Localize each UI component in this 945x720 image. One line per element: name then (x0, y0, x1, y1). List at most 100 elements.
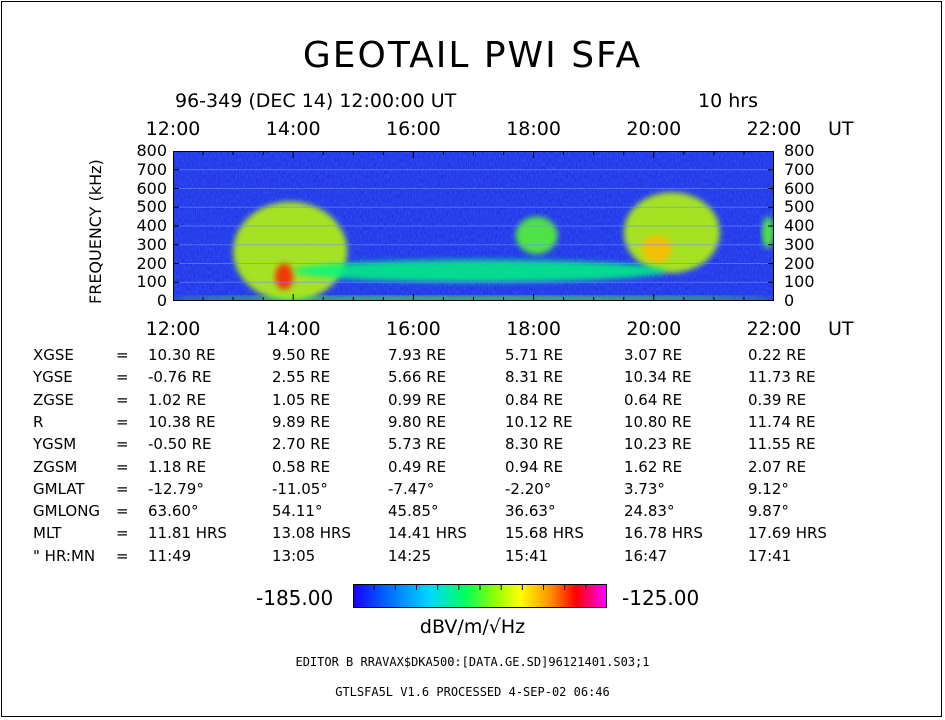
orbit-value: 10.34 RE (624, 368, 692, 387)
orbit-value: 11.74 RE (748, 412, 816, 431)
frequency-tick-label-left: 200 (136, 253, 167, 273)
frequency-tick-label-right: 0 (784, 291, 795, 310)
orbit-value: 7.93 RE (388, 346, 447, 364)
spectrogram-plot (173, 151, 774, 301)
frequency-tick-label-right: 800 (784, 141, 815, 160)
top-time-tick: 22:00 (746, 118, 802, 140)
orbit-value: 10.12 RE (505, 412, 573, 431)
spectrogram-border (173, 151, 774, 301)
chart-title: GEOTAIL PWI SFA (302, 35, 643, 76)
editor-info: EDITOR B RRAVAX$DKA500:[DATA.GE.SD]96121… (295, 655, 650, 669)
orbit-value: 63.60° (148, 502, 199, 521)
orbit-value: 8.31 RE (505, 368, 564, 387)
orbit-row-label: ZGSE (33, 390, 74, 409)
spectrogram-frequency-lines (173, 169, 774, 283)
bottom-time-tick: 22:00 (746, 318, 802, 340)
frequency-tick-label-right: 600 (784, 178, 815, 198)
frequency-tick-label-right: 100 (784, 272, 815, 292)
orbit-row-label: ZGSM (33, 457, 78, 476)
orbit-value: 9.80 RE (388, 412, 447, 431)
orbit-value: 5.71 RE (505, 346, 564, 364)
orbit-value: 9.89 RE (272, 412, 331, 431)
frequency-tick-label-left: 400 (136, 216, 167, 235)
orbit-row-label: YGSE (33, 368, 73, 387)
orbit-value: 3.73° (624, 479, 665, 498)
orbit-value: 0.58 RE (272, 457, 331, 476)
orbit-row-equals: = (116, 368, 129, 387)
orbit-row-equals: = (116, 346, 129, 364)
orbit-row-equals: = (116, 390, 129, 409)
orbit-row-equals: = (116, 479, 129, 498)
frequency-tick-label-right: 300 (784, 234, 815, 254)
orbit-value: 24.83° (624, 502, 675, 521)
top-time-tick: 18:00 (506, 118, 561, 140)
frequency-tick-label-left: 300 (136, 234, 167, 254)
orbit-value: 2.55 RE (272, 368, 331, 387)
spectral-feature (515, 216, 558, 255)
bottom-time-tick: 16:00 (386, 318, 441, 340)
orbit-value: 2.70 RE (272, 435, 331, 454)
orbit-row-label: MLT (33, 524, 62, 543)
orbit-value: 1.62 RE (624, 457, 683, 476)
orbit-value: 11.55 RE (748, 435, 816, 454)
bottom-ut-label: UT (828, 318, 854, 340)
orbit-row-label: " HR:MN (33, 546, 96, 565)
frequency-axis-label: FREQUENCY (kHz) (86, 159, 105, 304)
spectral-feature (293, 259, 666, 283)
frequency-tick-label-left: 800 (136, 141, 167, 160)
spectral-feature (623, 192, 720, 273)
orbit-value: 0.64 RE (624, 390, 683, 409)
orbit-value: 54.11° (272, 502, 323, 521)
bottom-time-tick: 18:00 (506, 318, 561, 340)
orbit-value: -0.50 RE (148, 435, 212, 454)
orbit-row-equals: = (116, 524, 129, 543)
colorbar-unit-label: dBV/m/√Hz (419, 616, 526, 638)
top-time-tick: 20:00 (626, 118, 682, 140)
orbit-value: 10.38 RE (148, 412, 216, 431)
orbit-value: 17:41 (748, 546, 792, 565)
orbit-value: 10.23 RE (624, 435, 692, 454)
orbit-value: 0.84 RE (505, 390, 564, 409)
orbit-value: 9.12° (748, 479, 789, 498)
orbit-value: 16.78 HRS (624, 524, 703, 543)
orbit-value: 15:41 (505, 546, 549, 565)
frequency-tick-label-right: 500 (784, 197, 815, 217)
top-time-tick: 14:00 (265, 118, 321, 140)
orbit-row-label: GMLAT (33, 479, 85, 498)
orbit-value: -7.47° (388, 479, 435, 498)
orbit-value: 9.87° (748, 502, 789, 521)
orbit-value: 15.68 HRS (505, 524, 584, 543)
duration-label: 10 hrs (698, 90, 758, 112)
frequency-tick-label-left: 700 (136, 159, 167, 179)
orbit-value: 14:25 (388, 546, 432, 565)
orbit-value: 11.73 RE (748, 368, 816, 387)
orbit-row-equals: = (116, 457, 129, 476)
top-time-tick: 16:00 (386, 118, 441, 140)
frequency-tick-label-right: 200 (784, 253, 815, 273)
orbit-value: 9.50 RE (272, 346, 331, 364)
orbit-value: 0.22 RE (748, 346, 807, 364)
orbit-value: 13:05 (272, 546, 316, 565)
orbit-value: -12.79° (148, 479, 204, 498)
spectral-feature (641, 235, 672, 264)
orbit-value: 11.81 HRS (148, 524, 227, 543)
orbit-value: 10.30 RE (148, 346, 216, 364)
orbit-value: 0.49 RE (388, 457, 447, 476)
top-time-tick: 12:00 (145, 118, 201, 140)
colorbar-max-label: -125.00 (622, 586, 700, 610)
orbit-row-equals: = (116, 412, 129, 431)
orbit-value: 2.07 RE (748, 457, 807, 476)
orbit-value: 1.05 RE (272, 390, 331, 409)
orbit-value: 16:47 (624, 546, 668, 565)
orbit-value: 0.39 RE (748, 390, 807, 409)
orbit-value: -2.20° (505, 479, 552, 498)
frequency-tick-label-right: 400 (784, 216, 815, 235)
orbit-value: 11:49 (148, 546, 192, 565)
orbit-value: 1.18 RE (148, 457, 207, 476)
chart-subtitle: 96-349 (DEC 14) 12:00:00 UT (175, 90, 457, 112)
orbit-row-equals: = (116, 435, 129, 454)
orbit-row-label: GMLONG (33, 502, 101, 521)
orbit-value: 5.66 RE (388, 368, 447, 387)
version-info: GTLSFA5L V1.6 PROCESSED 4-SEP-02 06:46 (335, 685, 610, 699)
colorbar-ticks (373, 584, 587, 590)
